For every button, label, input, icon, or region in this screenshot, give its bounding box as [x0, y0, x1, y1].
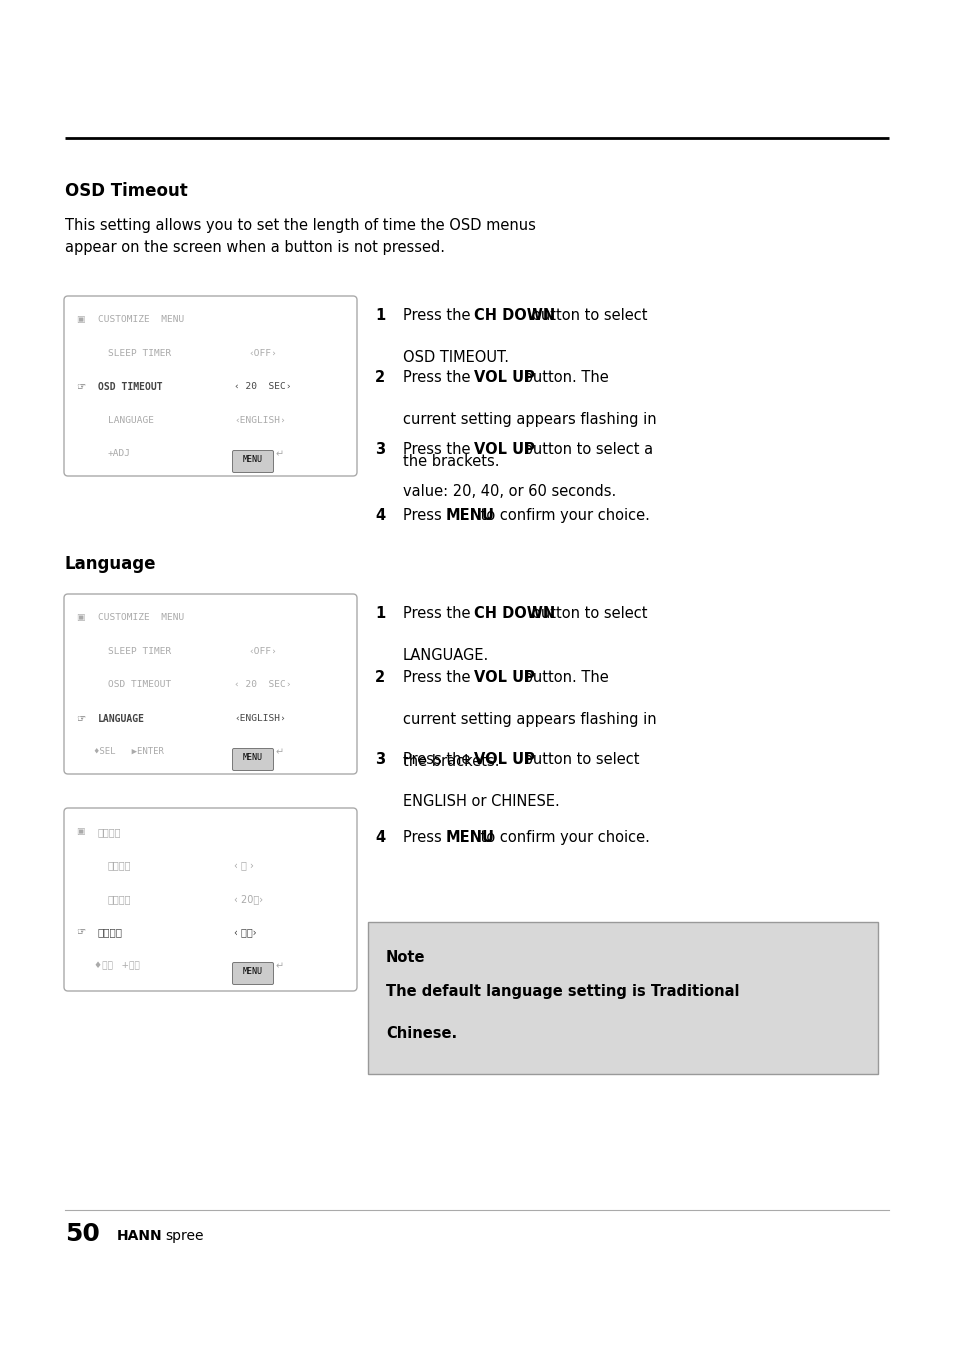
- Text: VOL UP: VOL UP: [474, 752, 535, 767]
- Text: button to select: button to select: [518, 752, 639, 767]
- Text: +ADJ: +ADJ: [108, 449, 131, 458]
- Text: MENU: MENU: [445, 830, 495, 845]
- Text: current setting appears flashing in: current setting appears flashing in: [402, 713, 656, 727]
- Text: 定時關機: 定時關機: [108, 860, 132, 871]
- Text: Press the: Press the: [402, 442, 475, 457]
- FancyBboxPatch shape: [64, 594, 356, 773]
- Text: 語言選擇: 語言選擇: [98, 927, 123, 937]
- Text: 4: 4: [375, 508, 385, 523]
- Text: ‹ 20  SEC›: ‹ 20 SEC›: [233, 680, 292, 690]
- Text: ‹ 20  SEC›: ‹ 20 SEC›: [233, 383, 292, 391]
- Text: OSD TIMEOUT: OSD TIMEOUT: [108, 680, 172, 690]
- Text: Press: Press: [402, 508, 446, 523]
- Text: CUSTOMIZE  MENU: CUSTOMIZE MENU: [98, 315, 184, 324]
- Text: ‹ 中文›: ‹ 中文›: [233, 927, 256, 937]
- FancyBboxPatch shape: [233, 749, 274, 771]
- FancyBboxPatch shape: [233, 450, 274, 472]
- Text: 畫像時間: 畫像時間: [108, 894, 132, 904]
- Text: ↵: ↵: [275, 748, 284, 757]
- Text: ‹OFF›: ‹OFF›: [248, 349, 276, 357]
- Text: ‹ENGLISH›: ‹ENGLISH›: [233, 415, 286, 425]
- Text: OSD TIMEOUT.: OSD TIMEOUT.: [402, 350, 509, 365]
- Text: 2: 2: [375, 671, 385, 685]
- FancyBboxPatch shape: [233, 963, 274, 984]
- Text: MENU: MENU: [243, 456, 263, 464]
- Text: LANGUAGE.: LANGUAGE.: [402, 648, 489, 662]
- Text: CUSTOMIZE  MENU: CUSTOMIZE MENU: [98, 612, 184, 622]
- Text: 1: 1: [375, 606, 385, 621]
- Text: LANGUAGE: LANGUAGE: [98, 714, 145, 723]
- Text: Language: Language: [65, 556, 156, 573]
- Text: ENGLISH or CHINESE.: ENGLISH or CHINESE.: [402, 794, 559, 808]
- Text: ▣: ▣: [76, 827, 85, 836]
- Text: 4: 4: [375, 830, 385, 845]
- Text: ↵: ↵: [275, 449, 284, 458]
- Text: VOL UP: VOL UP: [474, 442, 535, 457]
- Text: button to select: button to select: [526, 606, 647, 621]
- Text: MENU: MENU: [243, 967, 263, 976]
- Text: Press the: Press the: [402, 606, 475, 621]
- Text: the brackets.: the brackets.: [402, 454, 499, 469]
- FancyBboxPatch shape: [64, 296, 356, 476]
- Text: value: 20, 40, or 60 seconds.: value: 20, 40, or 60 seconds.: [402, 484, 616, 499]
- FancyBboxPatch shape: [368, 922, 877, 1073]
- Text: button to select a: button to select a: [518, 442, 653, 457]
- Text: button. The: button. The: [518, 671, 609, 685]
- Text: ▣: ▣: [76, 612, 85, 622]
- Text: the brackets.: the brackets.: [402, 754, 499, 769]
- Text: ☞: ☞: [76, 714, 85, 723]
- Text: Press the: Press the: [402, 308, 475, 323]
- Text: OSD Timeout: OSD Timeout: [65, 183, 188, 200]
- Text: button to select: button to select: [526, 308, 647, 323]
- Text: ♦選擇   +進入: ♦選擇 +進入: [94, 961, 139, 969]
- Text: Note: Note: [386, 950, 425, 965]
- Text: ‹ 關 ›: ‹ 關 ›: [233, 860, 253, 871]
- Text: VOL UP: VOL UP: [474, 370, 535, 385]
- Text: ‹OFF›: ‹OFF›: [248, 646, 276, 656]
- Text: CH DOWN: CH DOWN: [474, 606, 555, 621]
- Text: to confirm your choice.: to confirm your choice.: [476, 508, 649, 523]
- Text: to confirm your choice.: to confirm your choice.: [476, 830, 649, 845]
- Text: 其他功能: 其他功能: [98, 827, 121, 837]
- Text: MENU: MENU: [445, 508, 495, 523]
- Text: ☞: ☞: [76, 927, 85, 937]
- Text: Press the: Press the: [402, 671, 475, 685]
- FancyBboxPatch shape: [64, 808, 356, 991]
- Text: 2: 2: [375, 370, 385, 385]
- Text: Press the: Press the: [402, 370, 475, 385]
- Text: HANN: HANN: [117, 1229, 162, 1242]
- Text: MENU: MENU: [243, 753, 263, 763]
- Text: ▣: ▣: [76, 315, 85, 324]
- Text: 1: 1: [375, 308, 385, 323]
- Text: spree: spree: [165, 1229, 203, 1242]
- Text: ‹ENGLISH›: ‹ENGLISH›: [233, 714, 286, 722]
- Text: ♦SEL   ▶ENTER: ♦SEL ▶ENTER: [94, 748, 164, 756]
- Text: button. The: button. The: [518, 370, 609, 385]
- Text: CH DOWN: CH DOWN: [474, 308, 555, 323]
- Text: 3: 3: [375, 752, 385, 767]
- Text: 50: 50: [65, 1222, 100, 1247]
- Text: ‹ 20秒›: ‹ 20秒›: [233, 894, 263, 904]
- Text: SLEEP TIMER: SLEEP TIMER: [108, 646, 172, 656]
- Text: Press: Press: [402, 830, 446, 845]
- Text: OSD TIMEOUT: OSD TIMEOUT: [98, 383, 162, 392]
- Text: This setting allows you to set the length of time the OSD menus
appear on the sc: This setting allows you to set the lengt…: [65, 218, 536, 254]
- Text: The default language setting is Traditional: The default language setting is Traditio…: [386, 984, 739, 999]
- Text: VOL UP: VOL UP: [474, 671, 535, 685]
- Text: Press the: Press the: [402, 752, 475, 767]
- Text: LANGUAGE: LANGUAGE: [108, 415, 153, 425]
- Text: ☞: ☞: [76, 383, 85, 392]
- Text: 3: 3: [375, 442, 385, 457]
- Text: ↵: ↵: [275, 961, 284, 971]
- Text: SLEEP TIMER: SLEEP TIMER: [108, 349, 172, 357]
- Text: Chinese.: Chinese.: [386, 1026, 456, 1041]
- Text: current setting appears flashing in: current setting appears flashing in: [402, 412, 656, 427]
